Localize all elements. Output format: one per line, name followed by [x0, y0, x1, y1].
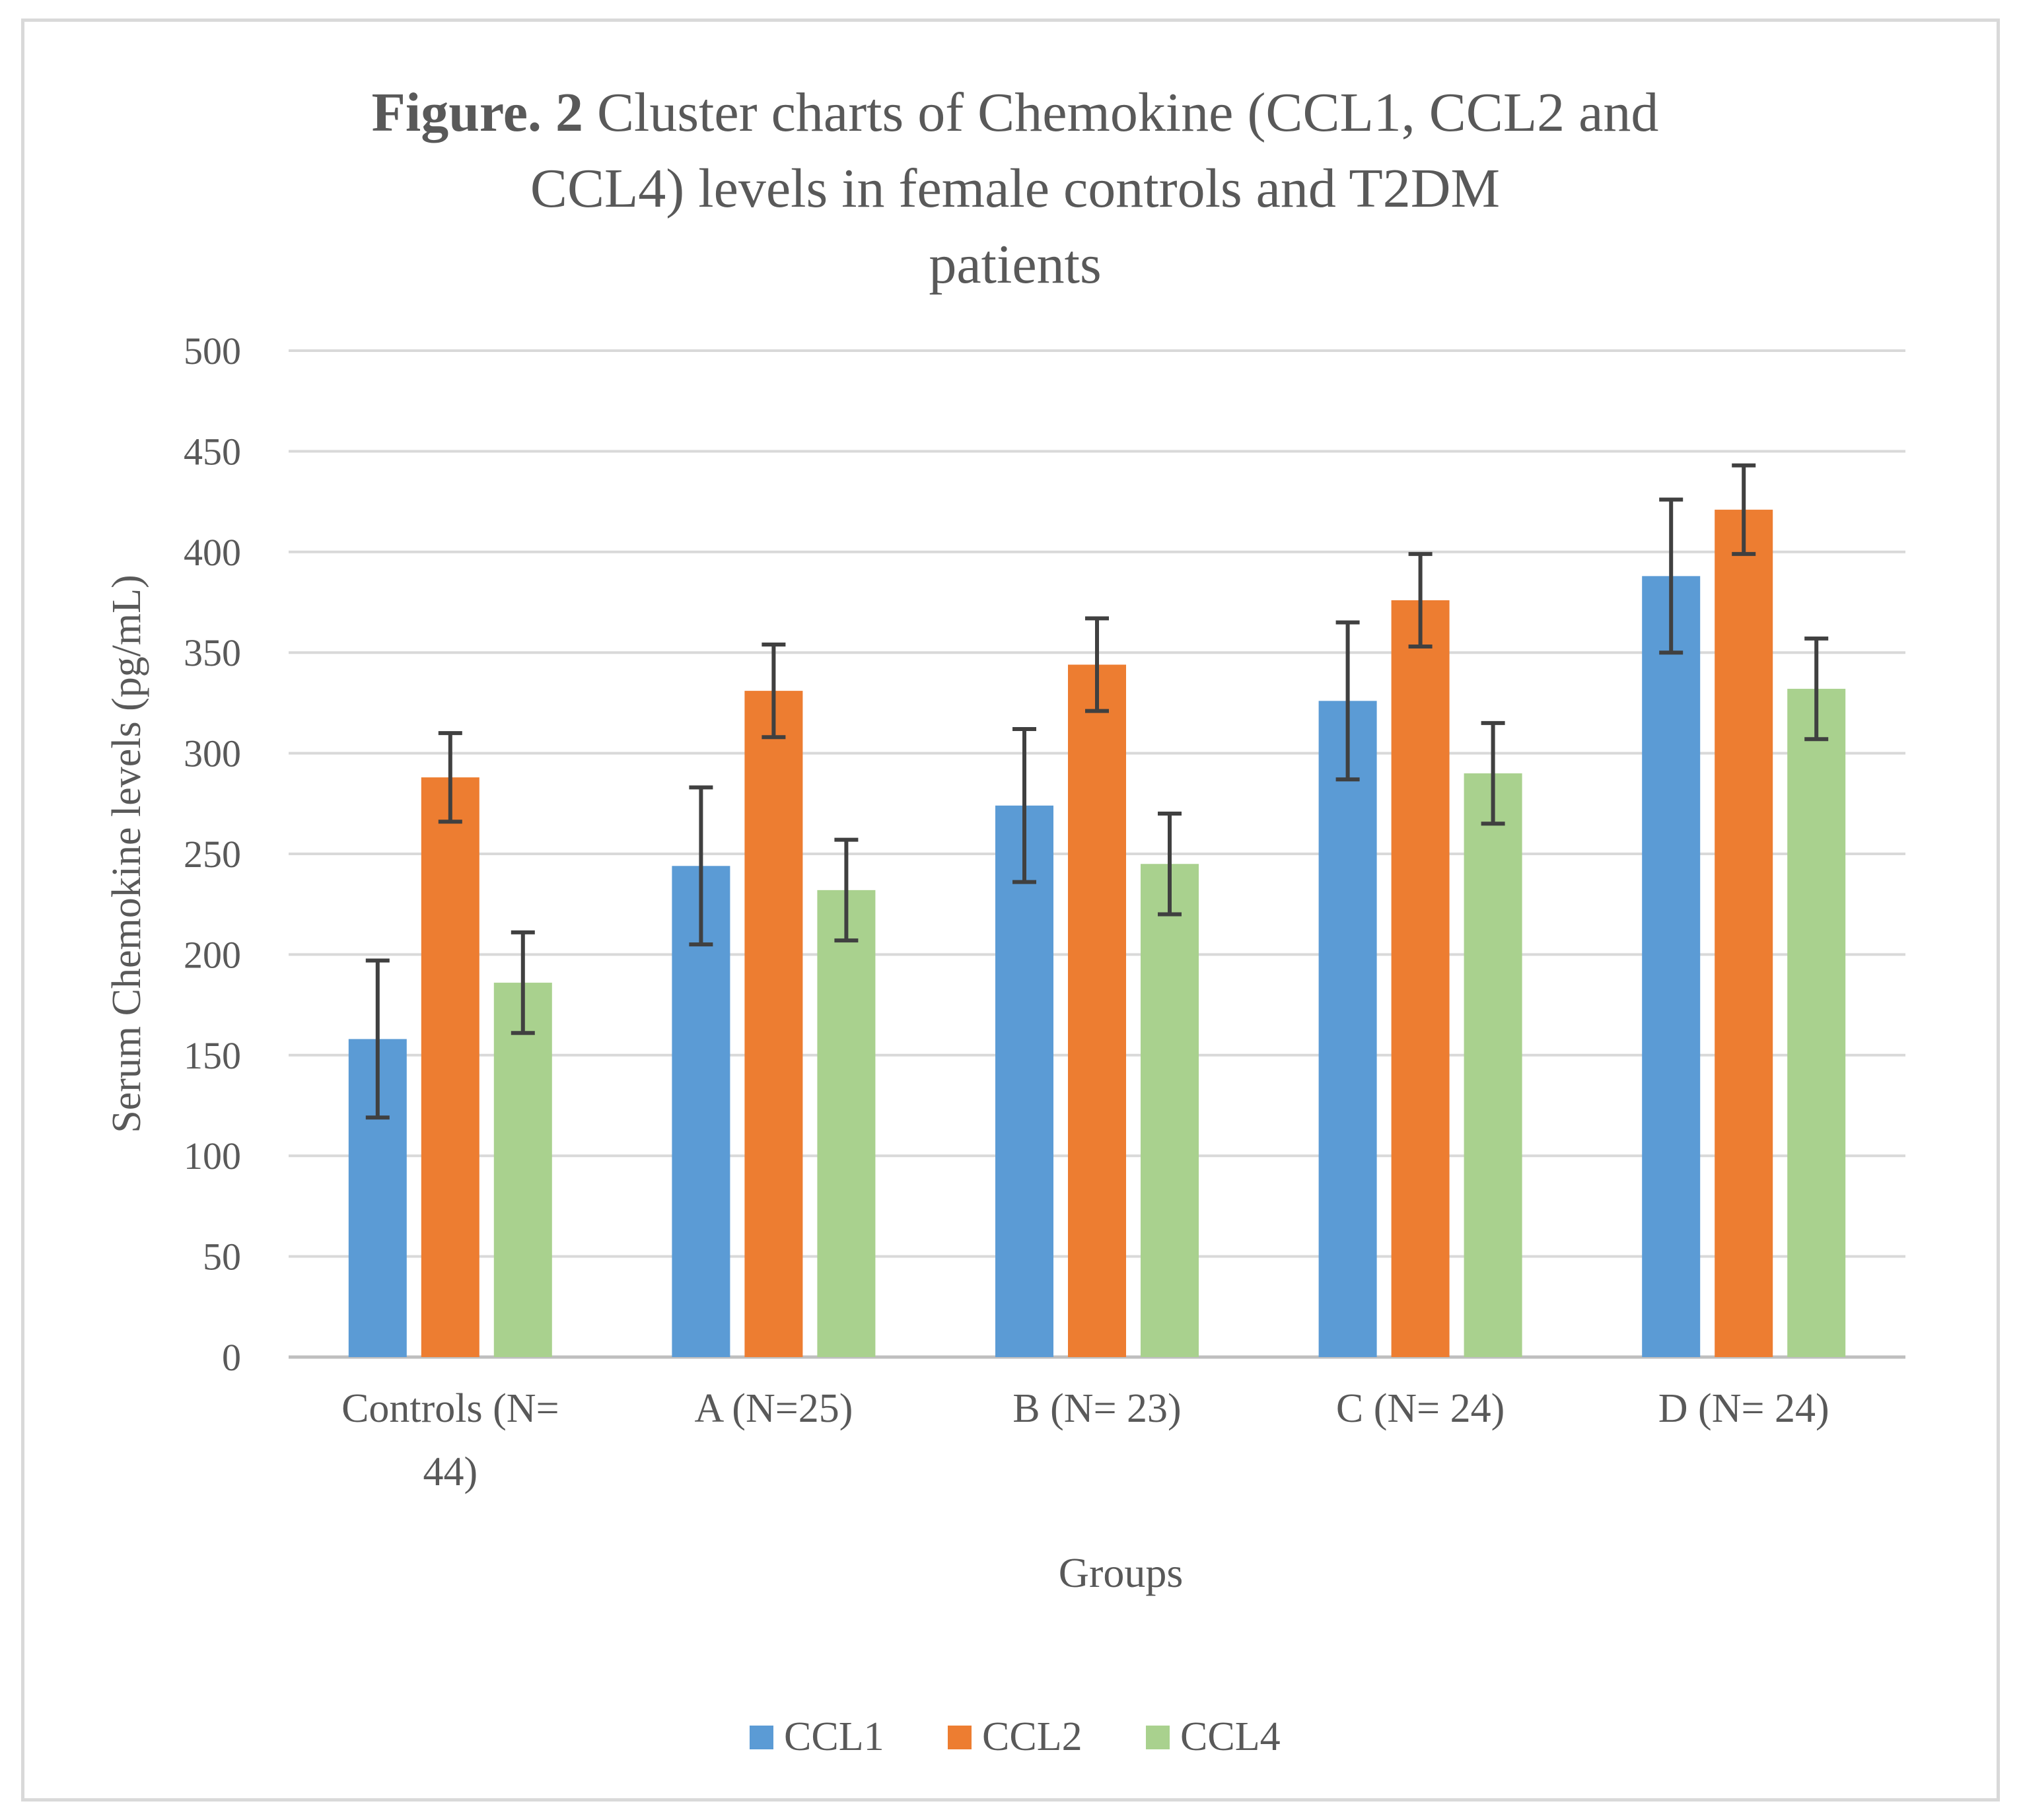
error-bar	[689, 785, 713, 947]
chart-title: Figure. 2 Cluster charts of Chemokine (C…	[372, 82, 1659, 295]
legend-label-ccl2: CCL2	[982, 1714, 1082, 1759]
bar-ccl4	[1787, 689, 1846, 1357]
y-tick-label: 0	[222, 1336, 241, 1379]
y-axis-label: Serum Chemokine levels (pg/mL)	[104, 575, 149, 1133]
x-tick-label: D (N= 24)	[1658, 1386, 1829, 1431]
y-tick-label: 300	[184, 732, 241, 775]
x-tick-label: B (N= 23)	[1012, 1386, 1181, 1431]
bar-ccl2	[1391, 600, 1450, 1357]
error-bar	[511, 930, 535, 1035]
bar-ccl4	[493, 983, 552, 1357]
error-bar	[1085, 616, 1109, 713]
error-bar	[1732, 463, 1756, 556]
bar-ccl4	[817, 890, 876, 1357]
legend-label-ccl4: CCL4	[1180, 1714, 1281, 1759]
chart-svg: Figure. 2 Cluster charts of Chemokine (C…	[104, 82, 1905, 1759]
y-tick-label: 400	[184, 531, 241, 574]
bar-ccl4	[1464, 773, 1522, 1357]
bar-ccl4	[1141, 864, 1199, 1357]
error-bar	[365, 958, 390, 1120]
error-bar	[1335, 620, 1360, 782]
error-bar	[1158, 812, 1182, 917]
x-tick-label: A (N=25)	[694, 1386, 853, 1431]
legend-swatch-ccl1	[750, 1726, 773, 1749]
bar-ccl2	[1715, 509, 1773, 1357]
error-bar	[1408, 551, 1433, 649]
title-line-2: CCL4) levels in female controls and T2DM	[530, 158, 1500, 219]
error-bar	[762, 643, 786, 740]
y-tick-label: 250	[184, 833, 241, 876]
bar-ccl2	[1068, 664, 1126, 1357]
y-tick-label: 100	[184, 1135, 241, 1177]
error-bar	[1804, 636, 1829, 742]
error-bar	[834, 837, 859, 943]
legend-label-ccl1: CCL1	[784, 1714, 884, 1759]
legend-swatch-ccl4	[1146, 1726, 1170, 1749]
y-tick-label: 500	[184, 330, 241, 372]
y-tick-label: 350	[184, 631, 241, 674]
x-tick-label: 44)	[423, 1450, 478, 1494]
error-bar	[1659, 497, 1684, 655]
y-tick-label: 150	[184, 1034, 241, 1077]
error-bars	[365, 463, 1829, 1120]
y-tick-label: 200	[184, 933, 241, 976]
bar-ccl1	[1642, 576, 1701, 1357]
x-axis-label: Groups	[1059, 1549, 1183, 1596]
error-bar	[1012, 727, 1036, 884]
y-tick-label: 50	[203, 1236, 241, 1278]
legend-swatch-ccl2	[948, 1726, 972, 1749]
bars	[348, 509, 1846, 1357]
bar-ccl2	[421, 777, 479, 1357]
legend: CCL1 CCL2 CCL4	[750, 1714, 1281, 1759]
x-tick-label: C (N= 24)	[1336, 1386, 1505, 1431]
error-bar	[438, 731, 462, 824]
title-line-1: Figure. 2 Cluster charts of Chemokine (C…	[372, 82, 1659, 143]
title-rest-text: Cluster charts of Chemokine (CCL1, CCL2 …	[597, 82, 1658, 143]
title-line-3: patients	[929, 234, 1101, 295]
bar-ccl1	[1318, 701, 1377, 1357]
title-bold: Figure. 2	[372, 82, 583, 143]
x-tick-label: Controls (N=	[341, 1386, 559, 1431]
title-rest	[583, 82, 597, 143]
y-axis-ticks: 0 50 100 150 200 250 300 350 400 450 500	[184, 330, 241, 1379]
x-axis-ticks: Controls (N= 44) A (N=25) B (N= 23) C (N= 24…	[341, 1386, 1829, 1494]
chart-frame: Figure. 2 Cluster charts of Chemokine (C…	[21, 18, 2000, 1802]
bar-ccl2	[744, 691, 803, 1357]
bar-ccl1	[995, 805, 1053, 1357]
y-tick-label: 450	[184, 430, 241, 473]
bar-ccl1	[672, 866, 730, 1357]
error-bar	[1481, 720, 1505, 826]
